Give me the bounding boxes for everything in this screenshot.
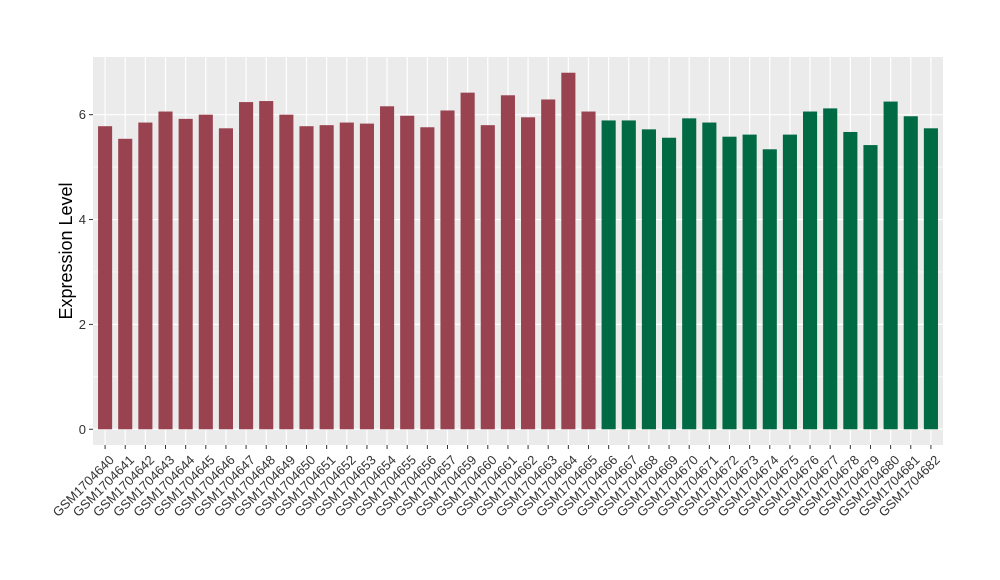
y-tick-label: 0: [79, 422, 86, 437]
y-tick-label: 2: [79, 317, 86, 332]
bar-GSM1704664: [561, 72, 576, 430]
bar-GSM1704670: [682, 118, 697, 430]
bar-GSM1704676: [803, 111, 818, 430]
bar-GSM1704663: [541, 99, 556, 430]
y-tick-label: 6: [79, 107, 86, 122]
bar-GSM1704644: [178, 118, 193, 430]
y-axis: 0 2 4 6: [79, 107, 93, 437]
bar-GSM1704656: [420, 127, 435, 430]
bar-GSM1704654: [380, 106, 395, 430]
bar-GSM1704640: [98, 126, 113, 430]
bar-GSM1704655: [400, 115, 415, 430]
bar-GSM1704651: [319, 125, 334, 430]
bar-GSM1704657: [440, 110, 455, 430]
bar-GSM1704661: [500, 95, 515, 430]
bar-GSM1704675: [782, 134, 797, 430]
bar-GSM1704648: [259, 101, 274, 430]
bar-GSM1704677: [823, 108, 838, 430]
bar-GSM1704680: [883, 101, 898, 430]
bar-GSM1704646: [218, 128, 233, 430]
bar-GSM1704647: [239, 102, 254, 430]
bar-GSM1704681: [903, 116, 918, 430]
bar-GSM1704660: [480, 125, 495, 430]
bar-GSM1704653: [359, 123, 374, 430]
bar-GSM1704668: [641, 129, 656, 430]
bar-GSM1704659: [460, 92, 475, 430]
bar-GSM1704652: [339, 122, 354, 430]
bar-GSM1704665: [581, 111, 596, 430]
bar-GSM1704645: [198, 114, 213, 430]
bar-GSM1704650: [299, 126, 314, 430]
bar-GSM1704671: [702, 122, 717, 430]
bar-GSM1704672: [722, 136, 737, 430]
y-axis-title: Expression Level: [56, 182, 76, 319]
x-axis: GSM1704640GSM1704641GSM1704642GSM1704643…: [50, 445, 943, 520]
bar-GSM1704682: [923, 128, 938, 430]
bar-GSM1704674: [762, 149, 777, 430]
bar-GSM1704669: [662, 137, 677, 430]
bar-GSM1704679: [863, 145, 878, 430]
bar-GSM1704673: [742, 134, 757, 430]
bar-GSM1704649: [279, 114, 294, 430]
y-tick-label: 4: [79, 212, 86, 227]
bar-GSM1704667: [621, 120, 636, 430]
bar-GSM1704666: [601, 120, 616, 430]
bar-GSM1704642: [138, 122, 153, 430]
bar-GSM1704641: [118, 138, 133, 430]
plot-panel: [93, 57, 943, 445]
bar-GSM1704643: [158, 111, 173, 430]
bar-GSM1704678: [843, 131, 858, 430]
bars: [98, 72, 938, 430]
bar-GSM1704662: [521, 117, 536, 430]
